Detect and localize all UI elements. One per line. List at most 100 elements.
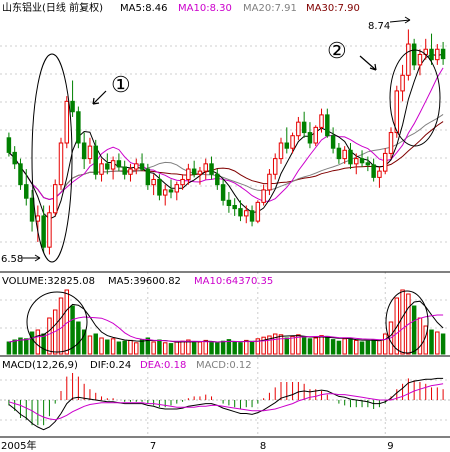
ma20-label: MA20:7.91	[243, 3, 297, 14]
candle	[354, 153, 359, 175]
candle-body	[429, 48, 434, 61]
candle	[371, 158, 376, 182]
candle	[319, 108, 324, 133]
candle	[244, 205, 249, 224]
candle	[220, 179, 226, 206]
high-arrow-icon	[389, 19, 411, 23]
candle	[70, 80, 75, 117]
candle	[174, 181, 180, 201]
candle	[180, 174, 185, 190]
candle-body	[440, 48, 446, 60]
volume-ma5-label: MA5:39600.82	[108, 276, 181, 287]
volume-bar	[41, 333, 46, 355]
candle-body	[238, 208, 243, 217]
candle-body	[12, 151, 17, 165]
candle-body	[29, 197, 35, 222]
candle	[267, 169, 272, 196]
candle-body	[134, 163, 139, 170]
candle	[261, 184, 266, 206]
candle-body	[157, 178, 162, 196]
candle-body	[81, 142, 87, 160]
candle-body	[93, 145, 98, 175]
candle	[12, 146, 17, 170]
candle	[255, 200, 261, 224]
ma10-label: MA10:8.30	[178, 3, 232, 14]
candle-body	[371, 164, 376, 178]
volume-bar	[157, 339, 162, 355]
candle	[186, 163, 191, 185]
candle	[278, 137, 284, 164]
candlestick-series	[6, 29, 446, 255]
volume-bar	[12, 339, 17, 355]
candle	[284, 127, 290, 154]
candle	[139, 153, 145, 172]
volume-bar	[272, 333, 278, 355]
candle	[81, 132, 87, 170]
candle	[313, 125, 318, 147]
volume-bar	[128, 339, 133, 355]
volume-bar	[81, 329, 87, 355]
candle	[394, 85, 400, 138]
candle	[301, 111, 307, 138]
candle-body	[278, 142, 284, 160]
candle-body	[215, 173, 220, 186]
candle-body	[41, 215, 46, 248]
candle-body	[58, 142, 64, 186]
candle	[348, 143, 353, 170]
candle	[151, 174, 156, 196]
volume-bar	[29, 331, 35, 355]
candle-body	[110, 160, 116, 170]
volume-bar	[255, 338, 261, 355]
candle	[191, 160, 197, 178]
candle	[197, 166, 203, 185]
circle-marker-2	[389, 49, 441, 147]
candle	[47, 205, 52, 255]
volume-bar	[400, 289, 405, 355]
macd-series	[0, 373, 450, 431]
volume-bar	[168, 343, 174, 355]
candle	[215, 169, 220, 190]
volume-bar	[354, 339, 359, 355]
volume-bar	[261, 336, 266, 355]
volume-ma10-label: MA10:64370.35	[194, 276, 273, 287]
volume-bar	[382, 333, 388, 355]
volume-bar	[342, 338, 347, 355]
candle	[99, 158, 104, 182]
volume-bar	[238, 342, 243, 355]
candle	[209, 156, 214, 180]
candle-body	[186, 168, 191, 180]
volume-bar	[220, 340, 226, 355]
candle	[105, 153, 110, 175]
volume-bar	[301, 336, 307, 355]
chart-title: 山东铝业(日线 前复权)	[2, 1, 103, 14]
candle-body	[417, 53, 423, 66]
candle-body	[128, 168, 133, 175]
candle	[290, 132, 295, 154]
volume-bar	[307, 338, 313, 355]
candle	[145, 163, 151, 190]
candle	[41, 205, 46, 253]
candle	[382, 148, 388, 175]
volume-bar	[365, 340, 371, 355]
volume-bar	[99, 337, 104, 355]
volume-bar	[209, 341, 214, 355]
candle-body	[105, 163, 110, 170]
candle	[388, 127, 394, 159]
candle	[128, 163, 133, 182]
dea-line	[8, 383, 444, 421]
candle	[238, 200, 243, 222]
candle	[406, 29, 411, 81]
volume-circle-1	[26, 291, 88, 353]
volume-label: VOLUME:32825.08	[2, 276, 95, 287]
volume-bar	[162, 342, 168, 355]
macd-value-label: MACD:0.12	[196, 360, 252, 371]
candle-body	[116, 160, 122, 168]
volume-bar	[174, 341, 180, 355]
volume-bar	[197, 341, 203, 355]
candle-body	[301, 121, 307, 134]
candle	[325, 108, 330, 138]
candle-body	[411, 43, 417, 66]
candle-body	[267, 173, 272, 191]
volume-bar	[440, 333, 446, 355]
candle	[87, 137, 93, 164]
